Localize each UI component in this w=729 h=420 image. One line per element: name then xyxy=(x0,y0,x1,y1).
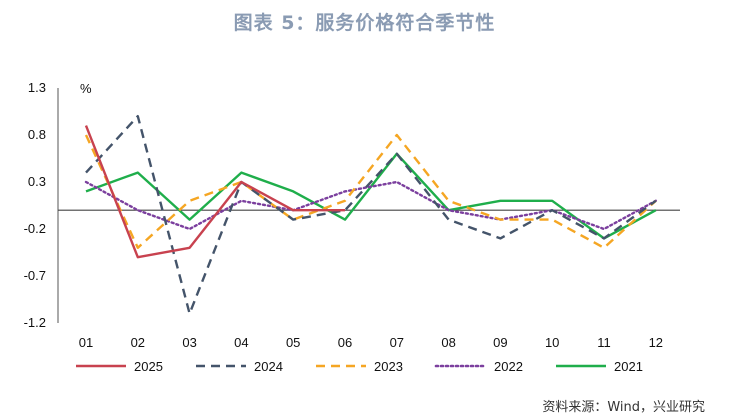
series-layer xyxy=(84,114,657,315)
series-line-2023 xyxy=(84,133,657,250)
y-tick-label: -0.7 xyxy=(24,268,46,283)
x-tick-label: 02 xyxy=(131,335,145,350)
legend-label: 2023 xyxy=(374,359,403,374)
x-tick-label: 12 xyxy=(649,335,663,350)
x-tick-label: 01 xyxy=(79,335,93,350)
x-axis: 01 02 03 04 05 06 07 08 09 10 11 12 xyxy=(58,209,680,350)
legend-label: 2022 xyxy=(494,359,523,374)
y-tick-label: 0.3 xyxy=(28,174,46,189)
legend-label: 2024 xyxy=(254,359,283,374)
y-tick-label: -1.2 xyxy=(24,315,46,330)
x-tick-label: 07 xyxy=(390,335,404,350)
legend-label: 2025 xyxy=(134,359,163,374)
series-line-2025 xyxy=(84,125,345,259)
x-tick-label: 09 xyxy=(493,335,507,350)
y-axis: 1.3 0.8 0.3 -0.2 -0.7 -1.2% xyxy=(24,80,92,330)
x-tick-label: 05 xyxy=(286,335,300,350)
x-tick-label: 11 xyxy=(597,335,611,350)
y-tick-label: 0.8 xyxy=(28,127,46,142)
series-line-2022 xyxy=(84,180,657,231)
x-tick-label: 08 xyxy=(441,335,455,350)
legend-label: 2021 xyxy=(614,359,643,374)
x-tick-label: 04 xyxy=(234,335,248,350)
x-tick-label: 10 xyxy=(545,335,559,350)
series-line-2024 xyxy=(85,114,657,315)
chart-title: 图表 5：服务价格符合季节性 xyxy=(233,12,496,34)
y-tick-label: -0.2 xyxy=(24,221,46,236)
x-tick-label: 03 xyxy=(182,335,196,350)
y-tick-label: 1.3 xyxy=(28,80,46,95)
source-note: 资料来源：Wind，兴业研究 xyxy=(542,400,705,415)
x-tick-label: 06 xyxy=(338,335,352,350)
unit-label: % xyxy=(80,81,92,96)
legend: 2025 2024 2023 2022 2021 xyxy=(76,359,643,374)
